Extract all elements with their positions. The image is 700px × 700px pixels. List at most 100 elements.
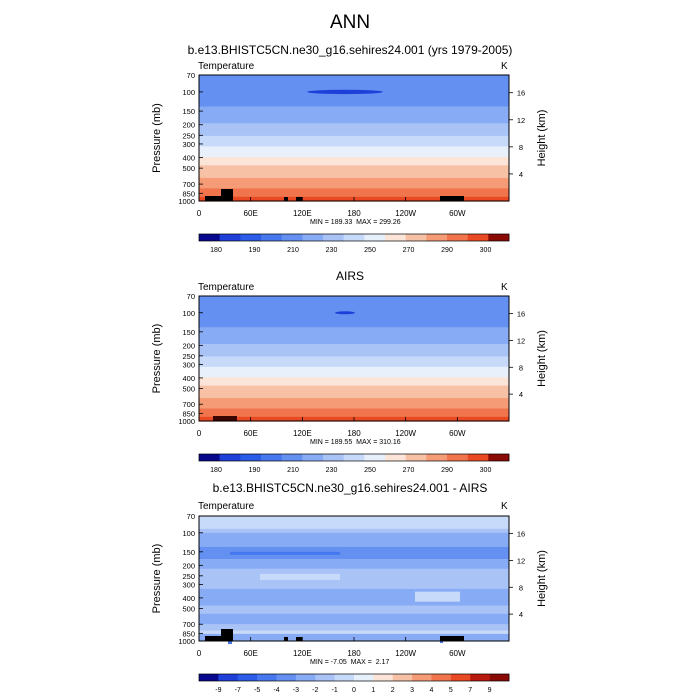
field-band (199, 194, 509, 198)
colorbar-box (302, 454, 324, 461)
colorbar-label: 5 (449, 687, 453, 694)
topography (213, 416, 237, 421)
field-band (199, 375, 509, 378)
field-band (199, 321, 509, 324)
x-tick-label: 60E (244, 649, 258, 658)
colorbar-box (364, 454, 386, 461)
field-band (199, 302, 509, 305)
topography (284, 637, 288, 641)
field-band (199, 125, 509, 129)
colorbar-label: 4 (430, 687, 434, 694)
x-tick-label: 60W (449, 649, 466, 658)
field-band (199, 146, 509, 150)
field-band (199, 368, 509, 372)
y-tick-label: 200 (182, 121, 195, 130)
colorbar-box (426, 234, 448, 241)
field-band (199, 341, 509, 345)
field-band (199, 110, 509, 114)
field-band (199, 98, 509, 101)
cold-core-contour (307, 89, 383, 95)
field-band (199, 298, 509, 301)
colorbar-label: 9 (488, 687, 492, 694)
diff-patch (415, 591, 460, 602)
x-tick-label: 60E (244, 429, 258, 438)
panel-2-title: AIRS (335, 269, 364, 283)
field-band (199, 154, 509, 158)
y-tick-label: 400 (182, 154, 195, 163)
x-tick-label: 60E (244, 209, 258, 218)
colorbar-label: 7 (468, 687, 472, 694)
y-tick-label: 70 (187, 71, 195, 80)
field-band (199, 312, 509, 316)
topography (296, 637, 302, 641)
colorbar-box (489, 674, 510, 681)
colorbar-box (488, 454, 510, 461)
colorbar-box (354, 674, 374, 681)
colorbar-box (426, 454, 448, 461)
field-band (199, 383, 509, 387)
field-band (199, 377, 509, 380)
colorbar-box (276, 674, 297, 681)
diff-band (199, 532, 509, 547)
colorbar-box (295, 674, 316, 681)
colorbar-box (373, 674, 394, 681)
colorbar-box (240, 234, 262, 241)
y-tick-label: 200 (182, 341, 195, 350)
field-band (199, 400, 509, 403)
colorbar-label: -7 (235, 687, 241, 694)
colorbar-label: -1 (332, 687, 338, 694)
x-tick-label: 120E (293, 429, 312, 438)
field-band (199, 119, 509, 122)
y-tick-label: 700 (182, 180, 195, 189)
colorbar-box (257, 674, 277, 681)
field-band (199, 406, 509, 410)
y2-tick-label: 4 (519, 610, 523, 619)
panel-3-minmax: MIN = -7.05 MAX = 2.17 (310, 659, 390, 666)
colorbar-label: 210 (287, 467, 299, 474)
colorbar-box (261, 234, 282, 241)
panel-2-colorbar (198, 453, 510, 462)
y-tick-label: 1000 (178, 417, 195, 426)
y2-tick-label: 12 (517, 116, 525, 125)
colorbar-box (334, 674, 355, 681)
y-tick-label: 1000 (178, 637, 195, 646)
field-band (199, 114, 509, 118)
field-band (199, 135, 509, 139)
field-band (199, 414, 509, 418)
panel-1-variable-label: Temperature (198, 61, 255, 72)
colorbar-box (219, 454, 241, 461)
diff-band (199, 546, 509, 560)
colorbar-box (199, 234, 220, 241)
field-band (199, 117, 509, 120)
colorbar-label: 180 (210, 467, 222, 474)
diff-band (199, 571, 509, 589)
y-tick-label: 250 (182, 352, 195, 361)
colorbar-label: 300 (480, 247, 492, 254)
y-tick-label: 400 (182, 374, 195, 383)
field-band (199, 346, 509, 349)
field-band (199, 331, 509, 335)
field-band (199, 398, 509, 401)
field-band (199, 161, 509, 164)
topography (221, 189, 233, 201)
field-band (199, 104, 509, 108)
field-band (199, 306, 509, 310)
topography (205, 196, 221, 201)
field-band (199, 129, 509, 133)
field-band (199, 83, 509, 87)
field-band (199, 77, 509, 80)
field-band (199, 100, 509, 103)
field-band (199, 296, 509, 299)
field-band (199, 300, 509, 303)
colorbar-box (467, 454, 489, 461)
y-tick-label: 150 (182, 107, 195, 116)
colorbar-box (219, 234, 241, 241)
field-band (199, 175, 509, 179)
field-band (199, 404, 509, 408)
y2-tick-label: 16 (517, 89, 525, 98)
y-axis-title: Pressure (mb) (151, 544, 163, 614)
field-band (199, 138, 509, 141)
topography (440, 636, 464, 641)
field-band (199, 325, 509, 328)
y2-tick-label: 12 (517, 336, 525, 345)
